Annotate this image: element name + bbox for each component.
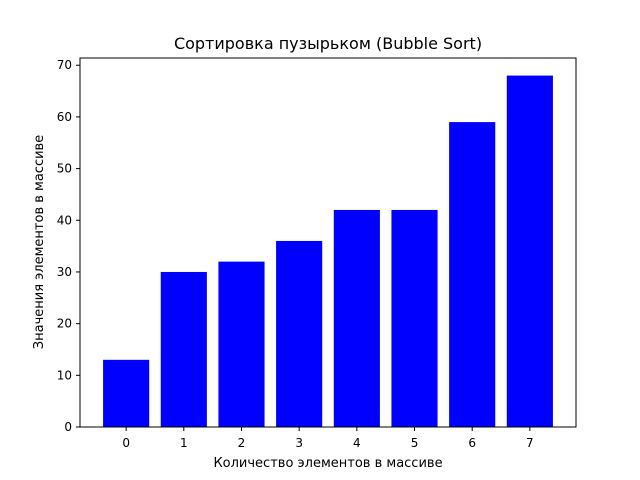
bar-7: [506, 75, 553, 428]
y-tick-label: 60: [57, 110, 72, 124]
y-tick-label: 50: [57, 162, 72, 176]
bar-5: [391, 209, 438, 427]
chart-title: Сортировка пузырьком (Bubble Sort): [174, 34, 482, 53]
y-axis: 0 10 20 30 40 50 60 70: [57, 58, 80, 434]
x-tick-label: 3: [295, 436, 303, 450]
x-tick-label: 6: [468, 436, 476, 450]
x-tick-label: 2: [238, 436, 246, 450]
y-tick-label: 40: [57, 213, 72, 227]
x-axis: 0 1 2 3 4 5 6 7: [122, 427, 534, 450]
bar-6: [449, 122, 496, 427]
y-tick-label: 70: [57, 58, 72, 72]
x-tick-label: 0: [122, 436, 130, 450]
bars-group: [103, 75, 553, 428]
x-tick-label: 5: [411, 436, 419, 450]
y-tick-label: 30: [57, 265, 72, 279]
y-tick-label: 10: [57, 368, 72, 382]
bar-3: [276, 240, 323, 427]
bar-0: [103, 359, 150, 427]
y-tick-label: 0: [64, 420, 72, 434]
x-tick-label: 1: [180, 436, 188, 450]
x-tick-label: 7: [526, 436, 534, 450]
x-tick-label: 4: [353, 436, 361, 450]
bar-2: [218, 261, 265, 427]
bar-4: [333, 209, 380, 427]
bar-1: [160, 271, 207, 427]
y-tick-label: 20: [57, 317, 72, 331]
plot-frame: [79, 57, 577, 428]
x-axis-label: Количество элементов в массиве: [213, 456, 442, 471]
y-axis-label: Значения элементов в массиве: [32, 135, 47, 349]
